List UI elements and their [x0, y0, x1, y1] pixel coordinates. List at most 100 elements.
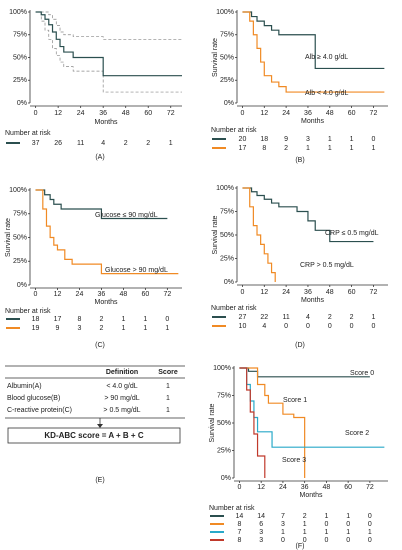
x-tick-label: 24: [76, 291, 84, 298]
risk-count: 8: [77, 316, 81, 323]
y-axis-label: Survival rate: [212, 215, 219, 254]
y-tick-label: 75%: [13, 211, 27, 218]
risk-count: 1: [328, 145, 332, 152]
risk-count: 0: [306, 323, 310, 330]
risk-count: 1: [324, 529, 328, 536]
x-tick-label: 72: [163, 291, 171, 298]
survival-curve: [239, 367, 266, 478]
risk-count: 1: [346, 513, 350, 520]
risk-count: 11: [77, 140, 84, 147]
risk-count: 0: [303, 537, 307, 544]
risk-count: 0: [346, 537, 350, 544]
x-tick-label: 24: [282, 289, 290, 296]
risk-count: 17: [54, 316, 62, 323]
y-tick-label: 100%: [9, 9, 27, 16]
curve-label: Score 2: [345, 430, 369, 437]
curve-label: CRP > 0.5 mg/dL: [300, 262, 354, 269]
x-axis-label: Months: [300, 492, 323, 499]
x-tick-label: 60: [144, 110, 152, 117]
risk-title: Number at risk: [211, 127, 257, 134]
y-axis-label: Survival rate: [212, 38, 219, 77]
x-tick-label: 12: [54, 291, 62, 298]
x-tick-label: 36: [304, 110, 312, 117]
y-tick-label: 25%: [13, 258, 27, 265]
x-tick-label: 48: [326, 110, 334, 117]
risk-count: 0: [324, 521, 328, 528]
x-tick-label: 0: [34, 291, 38, 298]
x-tick-label: 0: [237, 484, 241, 491]
formula: KD-ABC score = A + B + C: [44, 431, 143, 440]
y-tick-label: 0%: [224, 100, 234, 107]
risk-count: 1: [303, 529, 307, 536]
curve-label: Alb ≥ 4.0 g/dL: [305, 54, 348, 61]
risk-count: 3: [77, 325, 81, 332]
y-tick-label: 75%: [220, 32, 234, 39]
table-cell: < 4.0 g/dL: [106, 383, 137, 390]
risk-count: 0: [371, 136, 375, 143]
risk-count: 0: [346, 521, 350, 528]
risk-count: 11: [282, 314, 289, 321]
risk-title: Number at risk: [209, 505, 255, 512]
risk-count: 1: [328, 136, 332, 143]
y-tick-label: 50%: [13, 234, 27, 241]
survival-curve: [242, 11, 385, 93]
risk-count: 17: [239, 145, 247, 152]
y-tick-label: 100%: [216, 9, 234, 16]
risk-count: 2: [124, 140, 128, 147]
y-tick-label: 75%: [13, 32, 27, 39]
x-tick-label: 24: [279, 484, 287, 491]
x-tick-label: 24: [282, 110, 290, 117]
risk-count: 0: [328, 323, 332, 330]
risk-count: 1: [306, 145, 310, 152]
panel-label: (D): [295, 342, 305, 349]
x-tick-label: 36: [304, 289, 312, 296]
curve-label: Score 0: [350, 370, 374, 377]
x-tick-label: 24: [77, 110, 85, 117]
y-tick-label: 0%: [221, 475, 231, 482]
risk-count: 8: [262, 145, 266, 152]
y-tick-label: 75%: [217, 392, 231, 399]
panel-label: (F): [296, 543, 305, 550]
risk-count: 8: [237, 521, 241, 528]
risk-count: 9: [56, 325, 60, 332]
table-header: Definition: [106, 369, 138, 376]
ci-upper: [35, 11, 182, 40]
x-tick-label: 48: [122, 110, 130, 117]
risk-count: 0: [350, 323, 354, 330]
x-tick-label: 48: [326, 289, 334, 296]
risk-count: 2: [350, 314, 354, 321]
risk-count: 0: [368, 537, 372, 544]
risk-count: 4: [101, 140, 105, 147]
y-tick-label: 25%: [220, 77, 234, 84]
risk-count: 3: [259, 537, 263, 544]
x-tick-label: 60: [344, 484, 352, 491]
risk-count: 37: [32, 140, 40, 147]
y-tick-label: 75%: [220, 208, 234, 215]
risk-count: 1: [121, 325, 125, 332]
risk-count: 20: [239, 136, 247, 143]
y-tick-label: 100%: [9, 187, 27, 194]
survival-curve: [35, 11, 182, 77]
risk-title: Number at risk: [5, 130, 51, 137]
x-tick-label: 36: [98, 291, 106, 298]
curve-label: Score 3: [282, 457, 306, 464]
x-axis-label: Months: [301, 118, 324, 125]
risk-count: 2: [99, 316, 103, 323]
y-axis-label: Survival rate: [209, 403, 216, 442]
x-tick-label: 48: [323, 484, 331, 491]
arrow-head: [97, 424, 103, 428]
panel-label: (A): [95, 154, 104, 161]
y-tick-label: 50%: [220, 232, 234, 239]
risk-count: 0: [324, 537, 328, 544]
risk-count: 1: [303, 521, 307, 528]
y-tick-label: 100%: [213, 365, 231, 372]
risk-count: 22: [260, 314, 268, 321]
risk-count: 0: [284, 323, 288, 330]
risk-count: 1: [143, 325, 147, 332]
risk-count: 18: [32, 316, 40, 323]
risk-count: 1: [143, 316, 147, 323]
risk-count: 10: [239, 323, 247, 330]
risk-count: 1: [368, 529, 372, 536]
x-tick-label: 0: [241, 110, 245, 117]
